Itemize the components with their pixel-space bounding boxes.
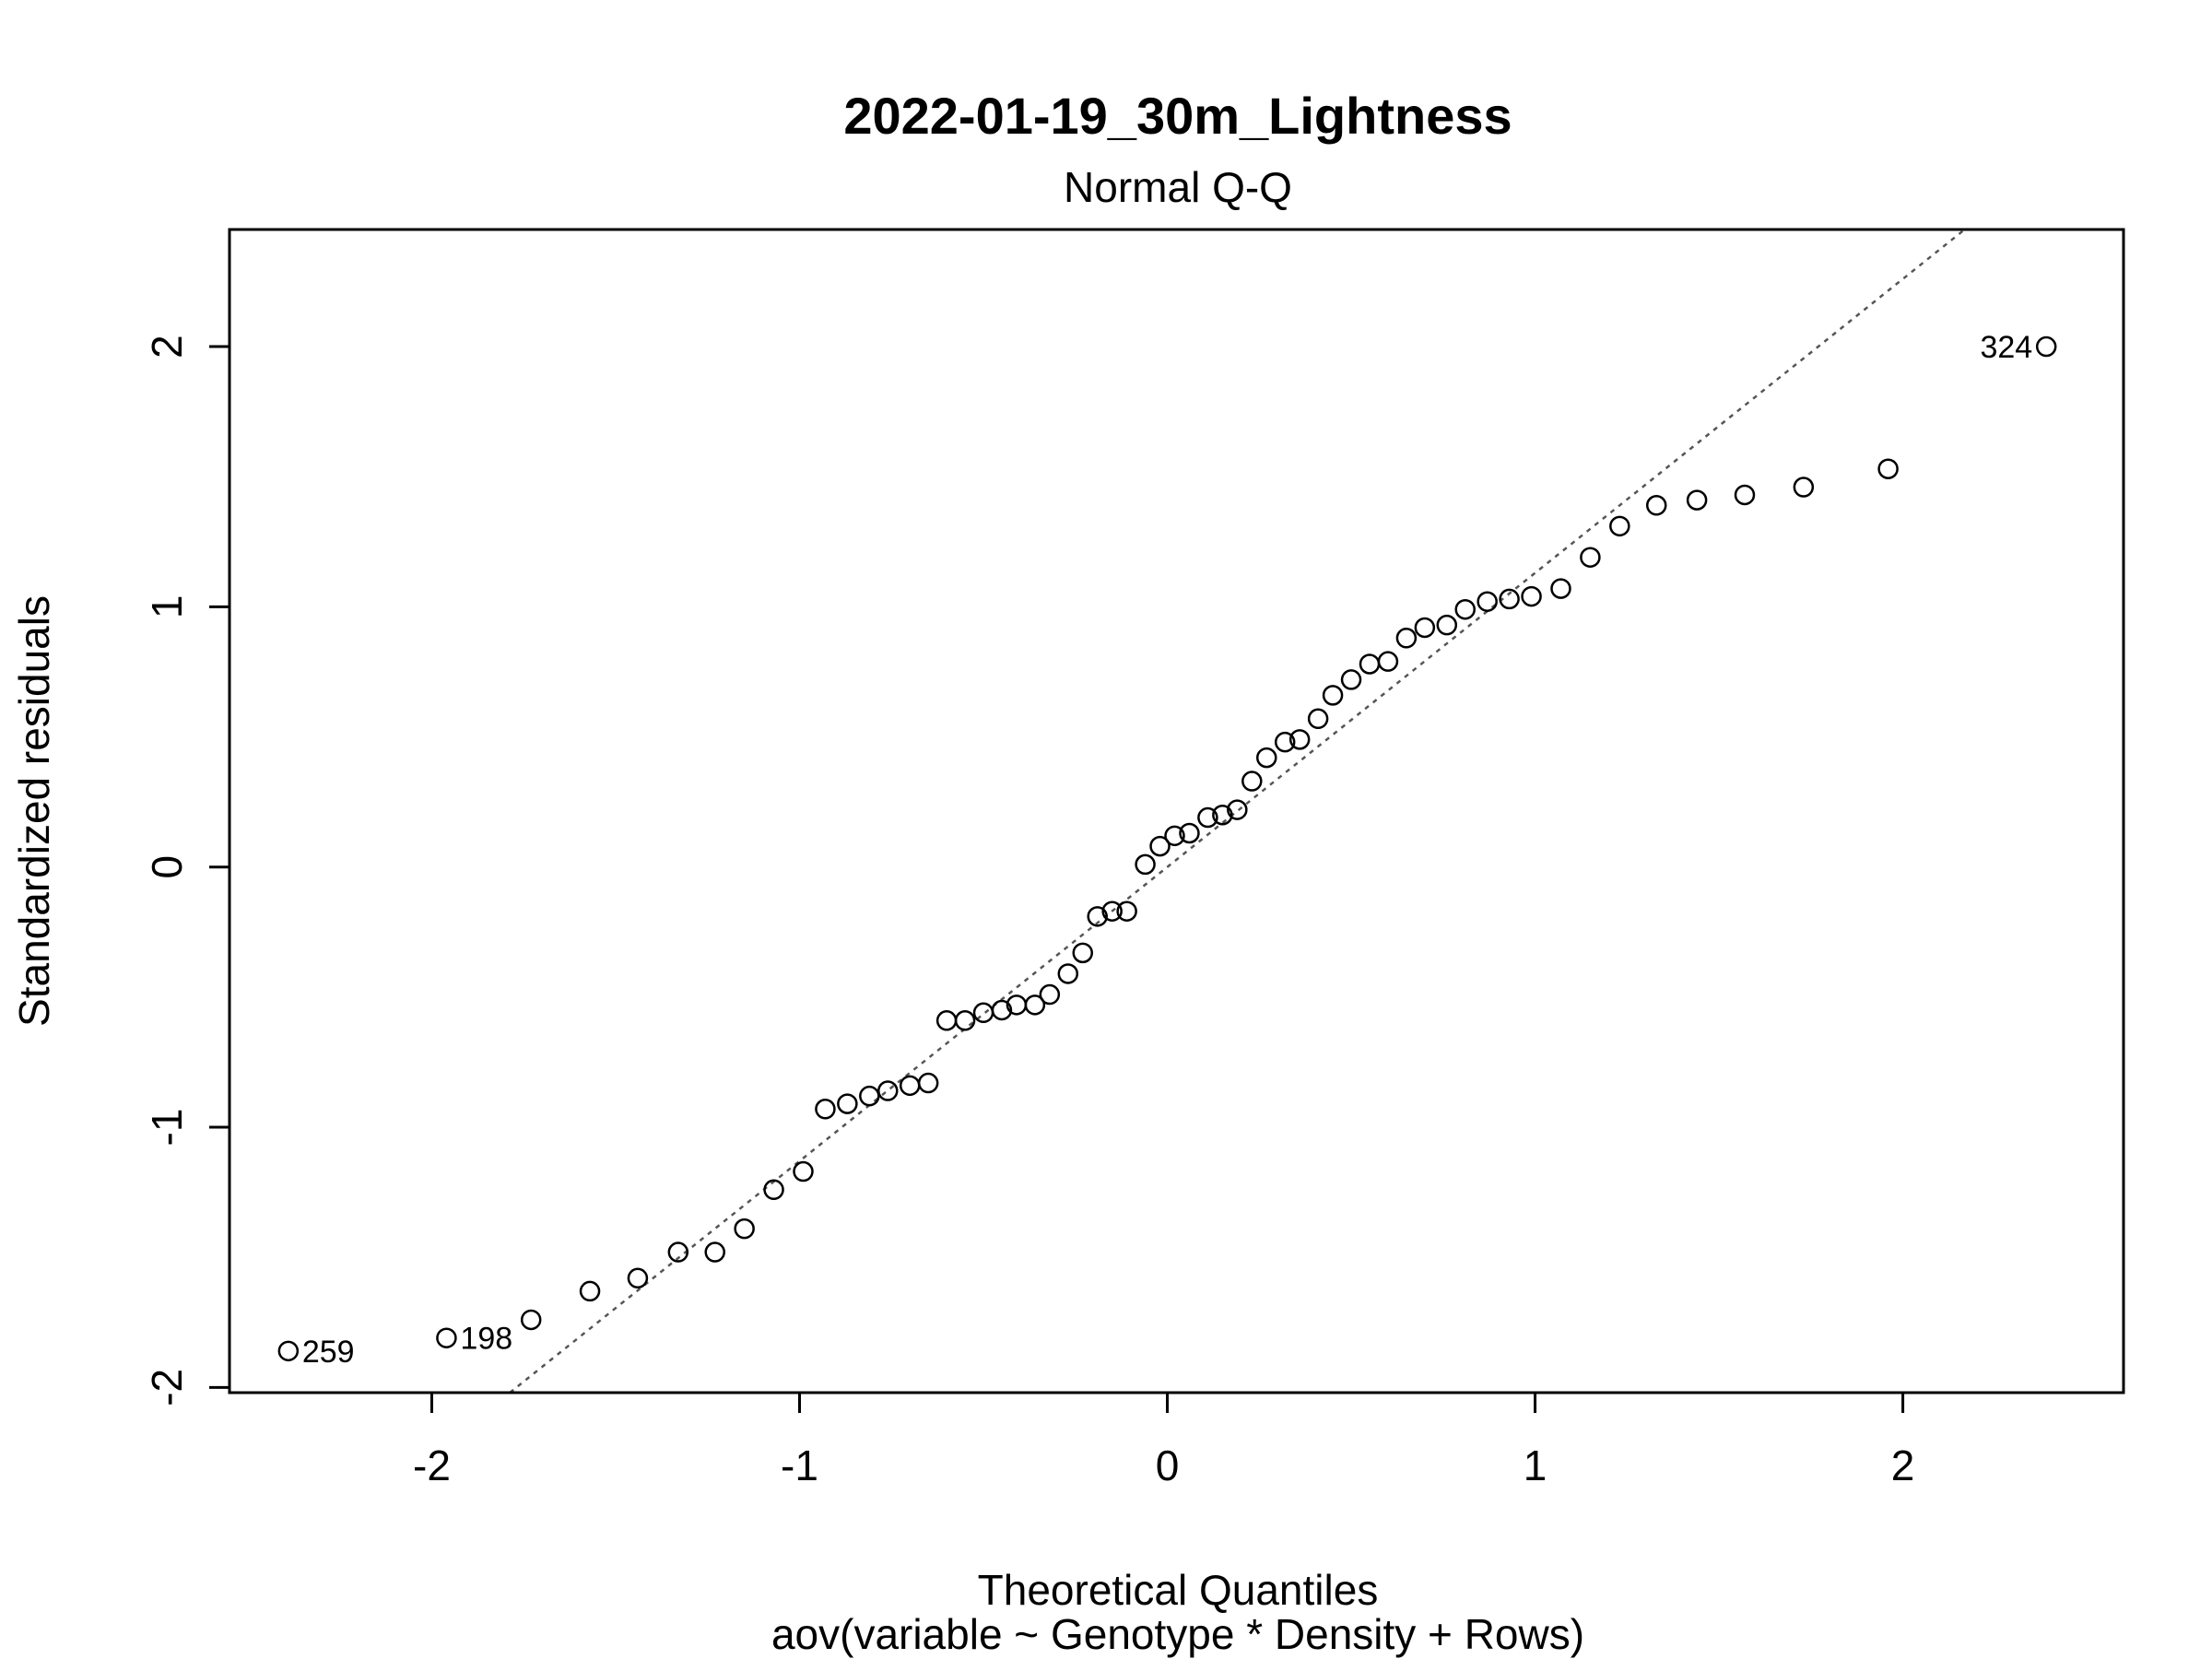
point-label: 324 (1980, 330, 2032, 365)
data-point (1793, 477, 1815, 498)
data-point (667, 1241, 689, 1263)
data-point (1499, 588, 1520, 610)
y-tick-label: -2 (143, 1369, 191, 1406)
data-point (877, 1080, 899, 1101)
data-point (1149, 835, 1171, 857)
data-point (1414, 617, 1436, 639)
data-point (520, 1309, 542, 1331)
x-tick-label: 0 (1156, 1441, 1180, 1489)
data-point (917, 1072, 939, 1094)
y-tick-label: -1 (143, 1109, 191, 1147)
y-tick-label: 2 (143, 335, 191, 359)
chart-title: 2022-01-19_30m_Lightness (843, 87, 1512, 145)
data-point (1227, 799, 1248, 820)
data-point (1274, 731, 1296, 753)
data-point (1359, 653, 1381, 675)
data-point (1609, 515, 1630, 537)
data-point (1645, 495, 1667, 516)
chart-subtitle: Normal Q-Q (1064, 163, 1292, 211)
data-point (1436, 614, 1458, 636)
data-point (1686, 489, 1708, 511)
data-point (1734, 484, 1756, 506)
data-point (1550, 578, 1571, 599)
data-point (859, 1085, 880, 1107)
data-point (1377, 651, 1399, 672)
data-point (734, 1218, 755, 1240)
y-tick-label: 0 (143, 855, 191, 879)
data-point (1057, 963, 1079, 984)
data-point (1521, 585, 1542, 607)
data-point (1477, 591, 1498, 612)
data-point (579, 1280, 601, 1302)
y-axis-label: Standardized residuals (10, 595, 58, 1027)
data-point (991, 999, 1013, 1021)
data-point (1135, 853, 1156, 876)
y-tick-label: 1 (143, 595, 191, 619)
data-point (954, 1010, 976, 1031)
plot-frame (228, 228, 2125, 1394)
reference-line-group (509, 229, 1966, 1394)
data-point (1179, 822, 1200, 844)
data-point (1340, 669, 1362, 690)
data-point (1087, 906, 1108, 927)
data-point (1197, 806, 1218, 829)
x-tick-label: 1 (1524, 1441, 1547, 1489)
data-point (627, 1267, 649, 1289)
data-point (2035, 335, 2057, 358)
data-point (899, 1075, 921, 1097)
data-point (1101, 900, 1123, 922)
data-point (436, 1327, 457, 1348)
data-point (1307, 708, 1329, 730)
data-point (1322, 685, 1344, 706)
data-point (815, 1099, 836, 1120)
data-point (277, 1340, 300, 1362)
points-group (277, 335, 2057, 1362)
data-point (793, 1160, 814, 1182)
data-point (1395, 628, 1418, 649)
data-point (1116, 900, 1137, 922)
x-axis: -2 -1 0 1 2 (413, 1391, 1915, 1489)
data-point (1256, 747, 1277, 769)
data-point (763, 1179, 784, 1201)
x-tick-label: -1 (781, 1441, 818, 1489)
data-point (1039, 983, 1061, 1006)
x-axis-sublabel: aov(variable ~ Genotype * Density + Rows… (771, 1610, 1584, 1658)
data-point (704, 1241, 725, 1263)
data-point (972, 1002, 994, 1024)
data-point (1072, 942, 1093, 964)
data-point (1288, 729, 1311, 750)
point-label: 198 (460, 1322, 512, 1357)
data-point (1024, 994, 1046, 1016)
x-tick-label: -2 (413, 1441, 451, 1489)
x-tick-label: 2 (1891, 1441, 1915, 1489)
reference-line (509, 229, 1966, 1394)
data-point (935, 1010, 958, 1031)
point-labels-group: 259 198 324 (302, 330, 2032, 1370)
data-point (1164, 825, 1185, 847)
point-label: 259 (302, 1335, 355, 1370)
x-axis-label: Theoretical Quantiles (978, 1566, 1379, 1614)
y-axis: -2 -1 0 1 2 (143, 335, 231, 1406)
data-point (1580, 547, 1601, 568)
data-point (1212, 804, 1233, 826)
data-point (837, 1093, 858, 1114)
data-point (1877, 458, 1899, 479)
data-point (1454, 598, 1476, 620)
data-point (1241, 771, 1263, 792)
